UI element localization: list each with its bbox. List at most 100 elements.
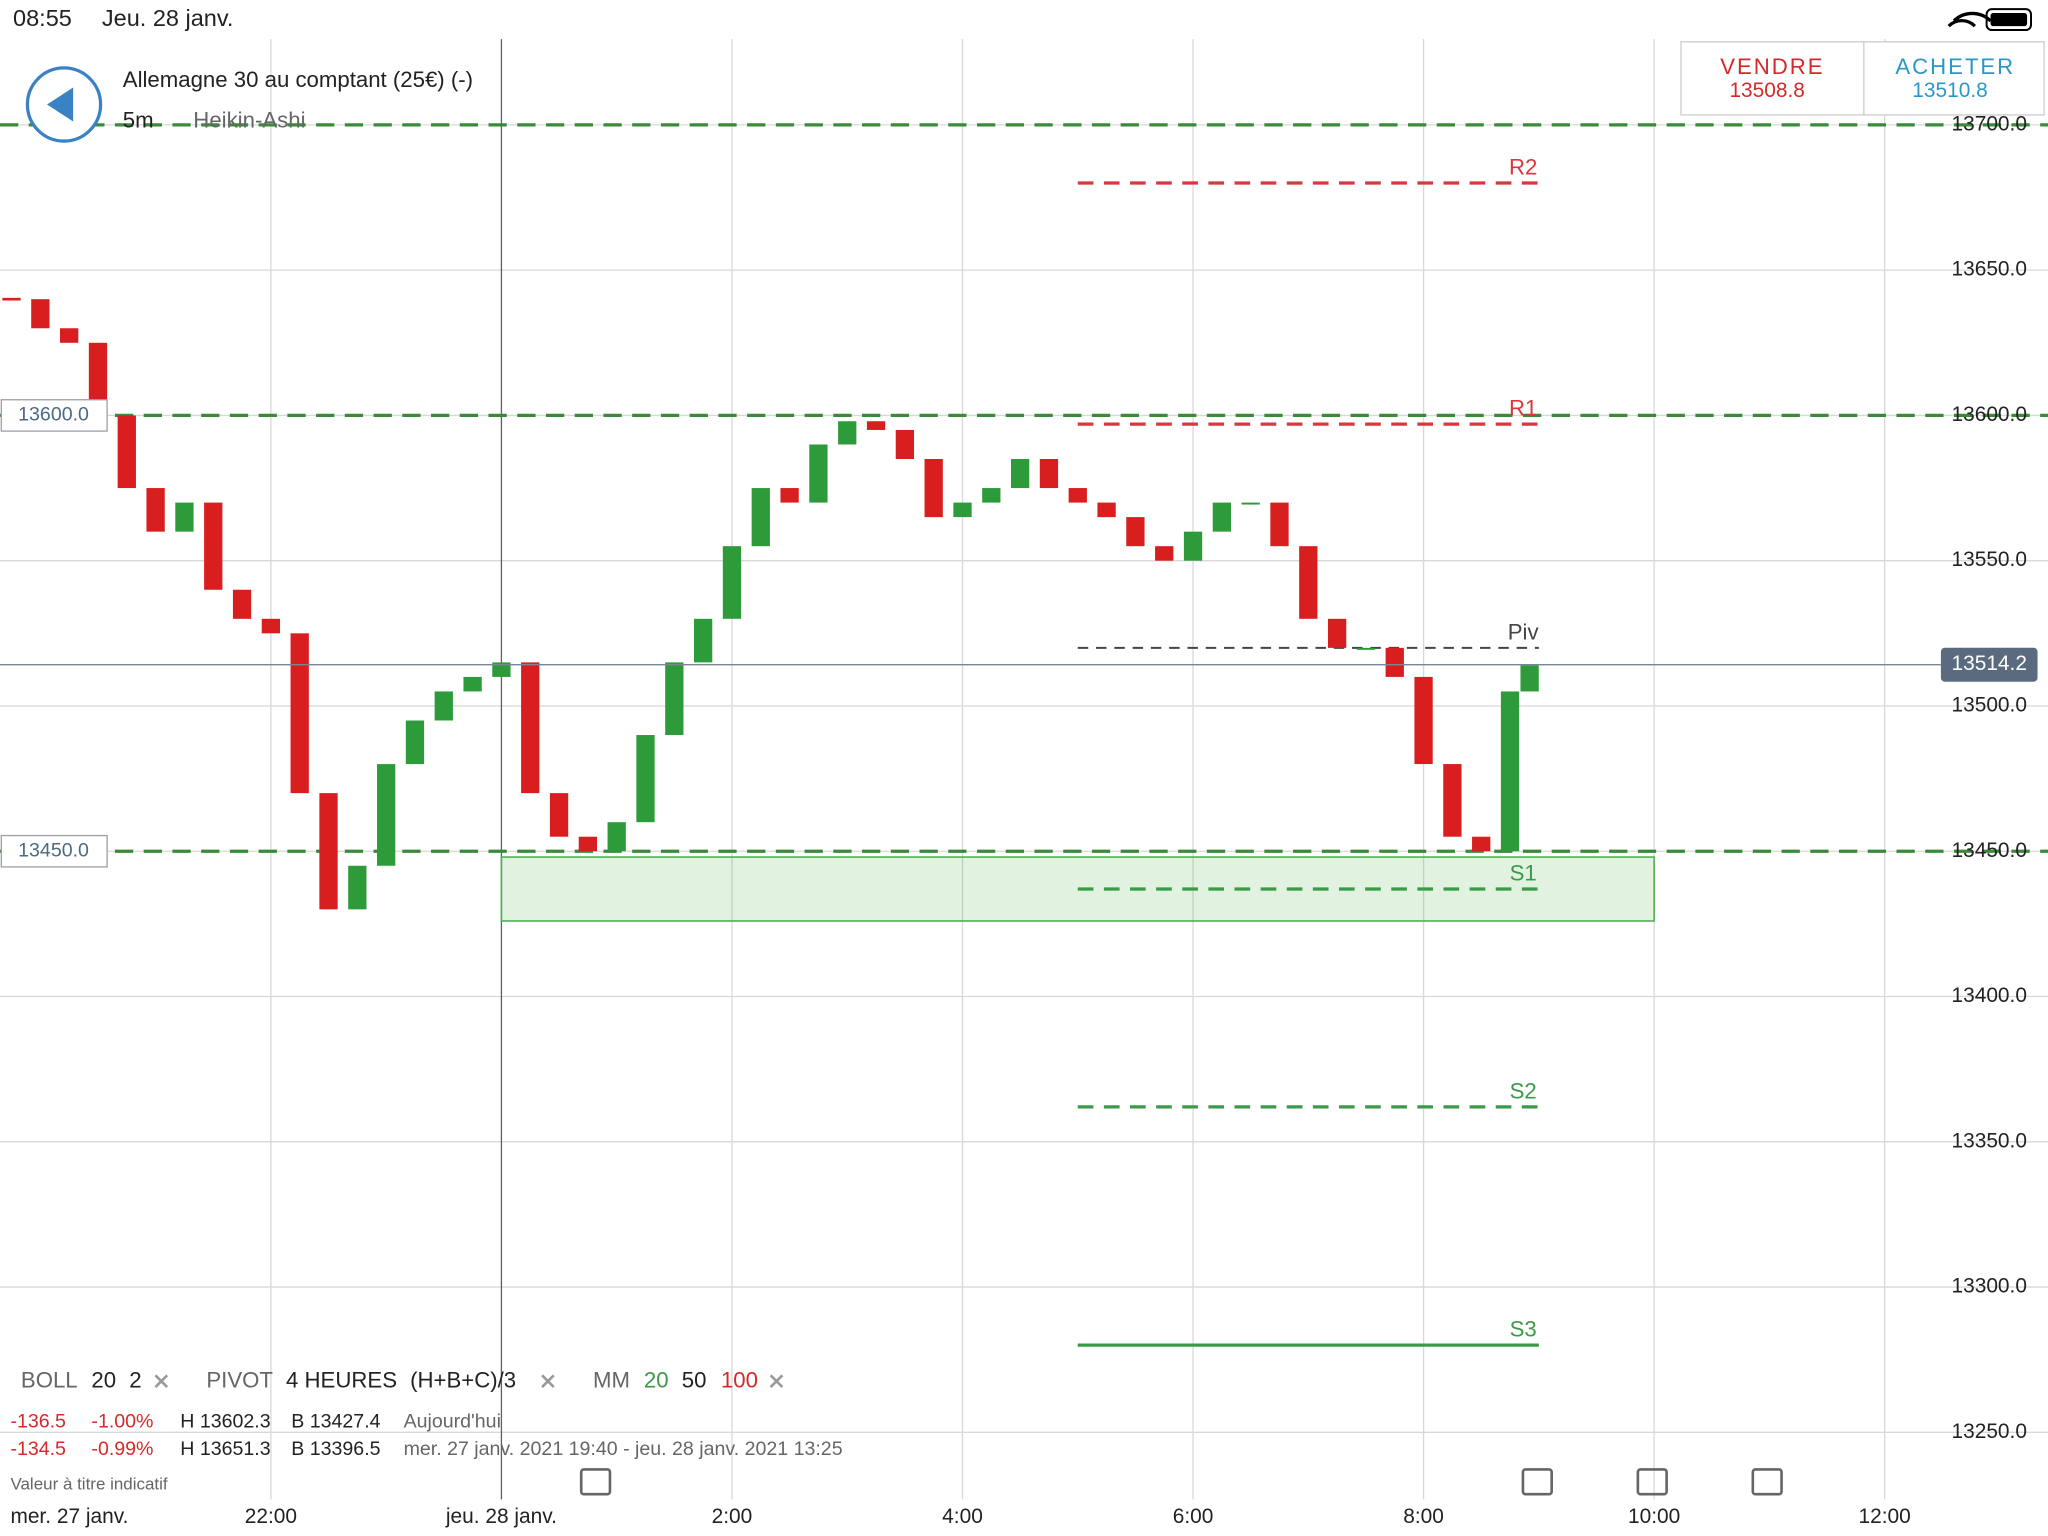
pivot-name: PIVOT — [206, 1368, 273, 1393]
x-tick-label: 22:00 — [245, 1505, 297, 1528]
x-tick-label: 10:00 — [1628, 1505, 1680, 1528]
buy-button[interactable]: ACHETER — [1895, 54, 2015, 79]
candle — [982, 488, 1001, 503]
y-tick-label: 13450.0 — [1951, 839, 2026, 862]
remove-boll[interactable] — [154, 1374, 169, 1389]
candle — [578, 836, 598, 852]
wifi-icon — [1947, 11, 1992, 28]
candle — [1097, 502, 1116, 518]
alert-label-box — [0, 399, 108, 432]
pivot-label: S2 — [1510, 1078, 1537, 1103]
pivot-label: S3 — [1510, 1317, 1537, 1342]
stat-period: Aujourd'hui — [404, 1411, 501, 1433]
calendar-icons — [579, 1468, 1783, 1496]
stat-high: H 13602.3 — [180, 1411, 270, 1433]
candle — [319, 793, 338, 910]
back-arrow — [47, 87, 74, 122]
y-tick-label: 13400.0 — [1951, 984, 2026, 1007]
candle — [866, 421, 886, 430]
candle — [665, 662, 684, 736]
pivot-interval: 4 HEURES — [286, 1368, 397, 1393]
sell-button[interactable]: VENDRE — [1720, 54, 1824, 79]
status-date: Jeu. 28 janv. — [102, 5, 234, 31]
candle — [405, 720, 425, 765]
candle — [1010, 459, 1030, 489]
candle — [722, 546, 742, 619]
candle — [261, 618, 281, 634]
mm-period: 20 — [644, 1368, 669, 1393]
calendar-icon[interactable] — [1636, 1468, 1668, 1496]
y-tick-label: 13550.0 — [1951, 548, 2026, 571]
candle — [1183, 531, 1203, 561]
candle — [924, 459, 943, 518]
candle — [204, 502, 223, 590]
calendar-icon[interactable] — [1751, 1468, 1783, 1496]
x-tick-label: 6:00 — [1173, 1505, 1214, 1528]
support-zone — [500, 856, 1655, 922]
candle — [838, 421, 857, 445]
candle — [1472, 836, 1491, 852]
instrument-name: Allemagne 30 au comptant (25€) (-) — [123, 67, 473, 92]
candle — [693, 618, 713, 663]
boll-period: 20 — [91, 1368, 116, 1393]
x-tick-label: jeu. 28 janv. — [445, 1505, 557, 1528]
calendar-icon[interactable] — [579, 1468, 612, 1496]
current-price-label: 13514.2 — [1951, 652, 2026, 675]
candle — [31, 299, 50, 329]
stat-high: H 13651.3 — [180, 1438, 270, 1460]
candle — [348, 865, 367, 910]
x-tick-label: 2:00 — [712, 1505, 753, 1528]
mm-period: 100 — [721, 1368, 758, 1393]
candle — [895, 429, 915, 460]
pivot-formula: (H+B+C)/3 — [410, 1368, 516, 1393]
chart-style[interactable]: Heikin-Ashi — [193, 107, 305, 132]
alert-label: 13450.0 — [18, 839, 89, 861]
x-start-label: mer. 27 janv. — [10, 1505, 128, 1528]
battery-level — [1990, 13, 2028, 27]
candle — [1126, 517, 1145, 547]
stat-low: B 13396.5 — [291, 1438, 380, 1460]
status-time: 08:55 — [13, 5, 72, 31]
candle — [1443, 764, 1462, 837]
pivot-label: R1 — [1509, 396, 1537, 421]
remove-pivot[interactable] — [541, 1374, 555, 1389]
candle — [1520, 665, 1539, 692]
candle — [1212, 502, 1231, 532]
candle — [1155, 546, 1174, 561]
candle — [1039, 459, 1059, 489]
boll-name: BOLL — [21, 1368, 78, 1393]
quote-box — [1680, 41, 2045, 116]
y-tick-label: 13600.0 — [1951, 403, 2026, 426]
candle — [549, 793, 569, 837]
pivot-label: S1 — [1510, 861, 1537, 886]
candle — [1299, 546, 1318, 619]
candle — [521, 662, 540, 794]
stat-change: -136.5 — [10, 1411, 66, 1433]
alert-label-box — [0, 834, 108, 868]
candle — [1500, 691, 1520, 852]
timeframe[interactable]: 5m — [123, 107, 154, 132]
sell-price: 13508.8 — [1729, 79, 1804, 102]
candle — [1385, 647, 1404, 677]
candle — [290, 633, 309, 794]
remove-mm[interactable] — [769, 1374, 784, 1389]
pivot-label: Piv — [1508, 619, 1540, 644]
alert-label: 13600.0 — [18, 404, 89, 426]
calendar-icon[interactable] — [1521, 1468, 1553, 1496]
disclaimer: Valeur à titre indicatif — [10, 1475, 167, 1494]
y-tick-label: 13700.0 — [1951, 112, 2026, 135]
candle — [232, 589, 252, 619]
x-tick-label: 4:00 — [942, 1505, 983, 1528]
candle — [809, 444, 828, 503]
stat-period: mer. 27 janv. 2021 19:40 - jeu. 28 janv.… — [404, 1438, 843, 1460]
boll-deviation: 2 — [129, 1368, 141, 1393]
pivot-label: R2 — [1509, 154, 1537, 179]
candle — [1270, 502, 1289, 547]
data-layer — [0, 123, 2048, 1347]
candle — [463, 676, 482, 692]
y-tick-label: 13350.0 — [1951, 1129, 2026, 1152]
stat-percent: -0.99% — [91, 1438, 153, 1460]
candle — [607, 822, 626, 852]
